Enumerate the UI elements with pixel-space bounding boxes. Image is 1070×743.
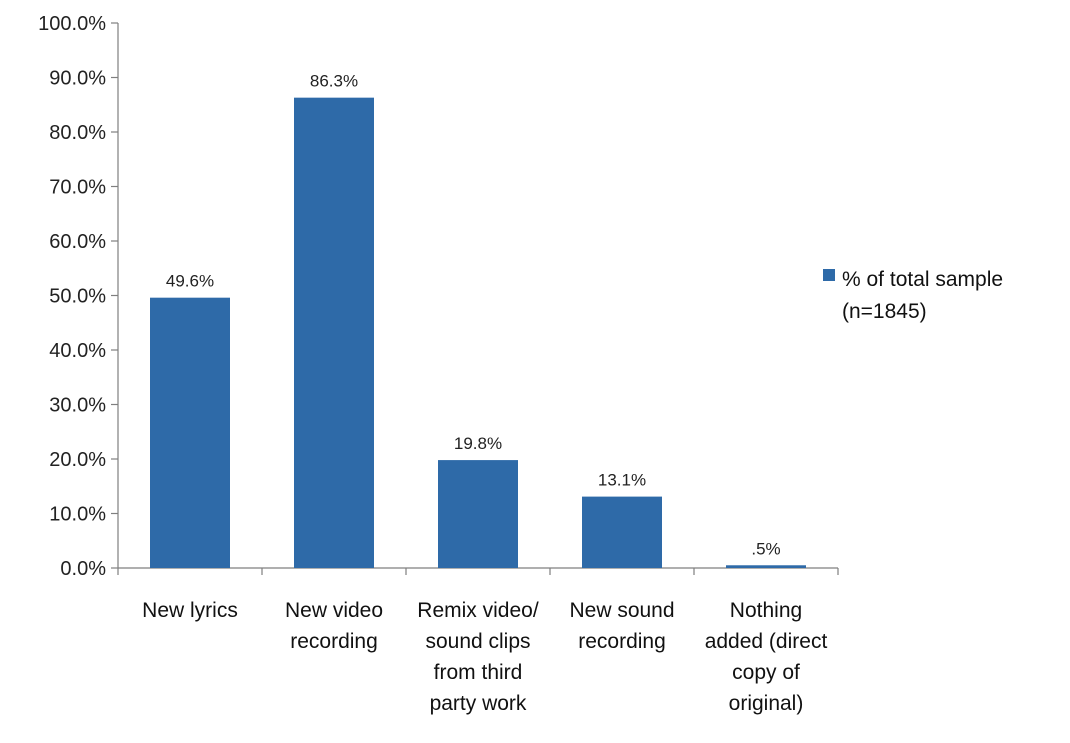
x-axis: New lyrics New video recording Remix video/… [117,567,839,715]
legend-label-line: % of total sample [842,268,1003,291]
x-category-label-line: Nothing [730,599,802,622]
y-tick-label: 100.0% [38,13,106,35]
x-category-label-line: New sound [569,599,674,622]
y-tick-label: 40.0% [49,340,106,362]
bar [150,297,230,568]
x-category-label-line: Remix video/ [417,599,539,622]
x-category-label-line: New lyrics [142,599,238,622]
data-label: 49.6% [166,272,214,291]
y-tick-label: 80.0% [49,122,106,144]
x-category-label: New video recording [285,599,383,653]
bar [294,97,374,568]
data-labels: 49.6% 86.3% 19.8% 13.1% .5% [166,72,781,559]
data-label: 19.8% [454,434,502,453]
x-category-label-line: recording [290,630,378,653]
x-category-label-line: from third [434,661,523,684]
y-tick-label: 0.0% [60,558,106,580]
x-category-label-line: original) [729,692,804,715]
x-category-label: Remix video/sound clips from third party w… [417,599,539,715]
y-tick-label: 60.0% [49,231,106,253]
x-category-label: Nothing added (direct copy of original) [705,599,828,715]
x-category-label-line: New video [285,599,383,622]
y-tick-label: 90.0% [49,68,106,90]
bar [438,460,518,568]
x-category-label-line: party work [430,692,527,715]
bars [150,97,806,568]
y-tick-label: 10.0% [49,504,106,526]
y-tick-label: 70.0% [49,177,106,199]
y-tick-label: 30.0% [49,395,106,417]
data-label: .5% [751,539,780,558]
legend-label: % of total sample (n=1845) [842,268,1003,323]
legend: % of total sample (n=1845) [823,268,1003,323]
x-category-label-line: added (direct [705,630,828,653]
data-label: 13.1% [598,471,646,490]
x-category-label: New sound recording [569,599,674,653]
y-tick-label: 50.0% [49,286,106,308]
legend-swatch [823,269,835,281]
y-tick-label: 20.0% [49,449,106,471]
data-label: 86.3% [310,72,358,91]
bar [726,565,806,568]
x-category-label-line: recording [578,630,666,653]
bar [582,496,662,568]
x-category-label-line: sound clips [425,630,530,653]
x-category-label-line: copy of [732,661,800,684]
x-category-label: New lyrics [142,599,238,622]
y-axis: 0.0% 10.0% 20.0% 30.0% 40.0% 50.0% 60.0% 70.0% 8… [38,13,119,580]
legend-label-line: (n=1845) [842,300,927,323]
